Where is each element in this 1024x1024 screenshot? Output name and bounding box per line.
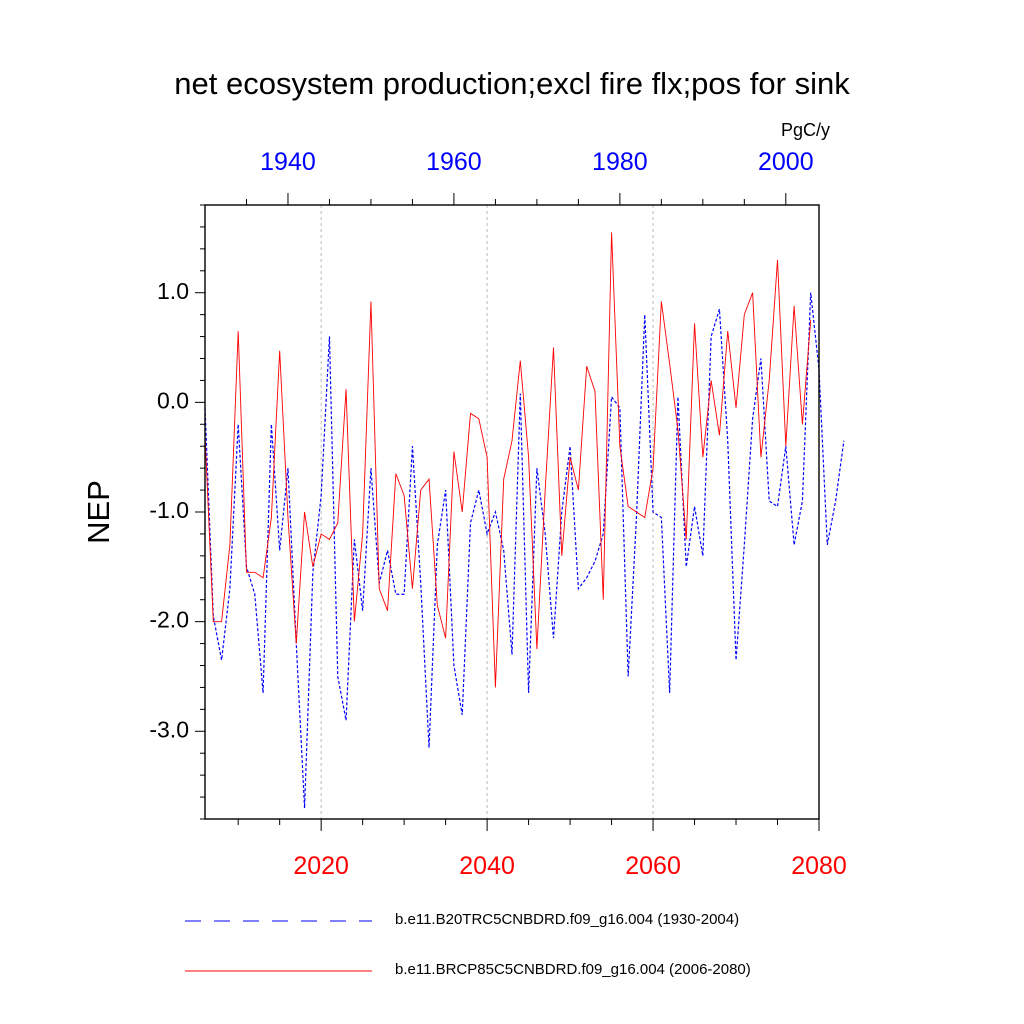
plot-frame <box>204 204 820 820</box>
legend-label-rcp85: b.e11.BRCP85C5CNBDRD.f09_g16.004 (2006-2… <box>395 961 751 978</box>
y-tick-label: -1.0 <box>149 497 189 523</box>
y-axis-label: NEP <box>81 480 116 544</box>
y-tick-label: 0.0 <box>157 387 189 413</box>
bottom-tick-label: 2040 <box>459 852 515 880</box>
bottom-tick-label: 2080 <box>791 852 847 880</box>
top-tick-label: 2000 <box>758 148 814 176</box>
top-tick-label: 1940 <box>260 148 316 176</box>
series-line-1 <box>204 232 812 688</box>
top-tick-label: 1960 <box>426 148 482 176</box>
y-tick-label: 1.0 <box>157 278 189 304</box>
plot-series <box>204 232 845 809</box>
legend <box>185 920 372 972</box>
y-tick-label: -2.0 <box>149 607 189 633</box>
chart-title: net ecosystem production;excl fire flx;p… <box>174 66 850 101</box>
bottom-tick-label: 2060 <box>625 852 681 880</box>
series-line-0 <box>204 292 845 809</box>
legend-label-historical: b.e11.B20TRC5CNBDRD.f09_g16.004 (1930-20… <box>395 911 740 928</box>
top-tick-label: 1980 <box>592 148 648 176</box>
axis-ticks <box>195 193 820 831</box>
gridlines <box>320 205 654 819</box>
units-label: PgC/y <box>780 120 830 140</box>
axis-labels: 1.0 0.0 -1.0 -2.0 -3.0 2020 2040 2060 2080 1940 19… <box>149 148 846 880</box>
y-tick-label: -3.0 <box>149 716 189 742</box>
bottom-tick-label: 2020 <box>293 852 349 880</box>
